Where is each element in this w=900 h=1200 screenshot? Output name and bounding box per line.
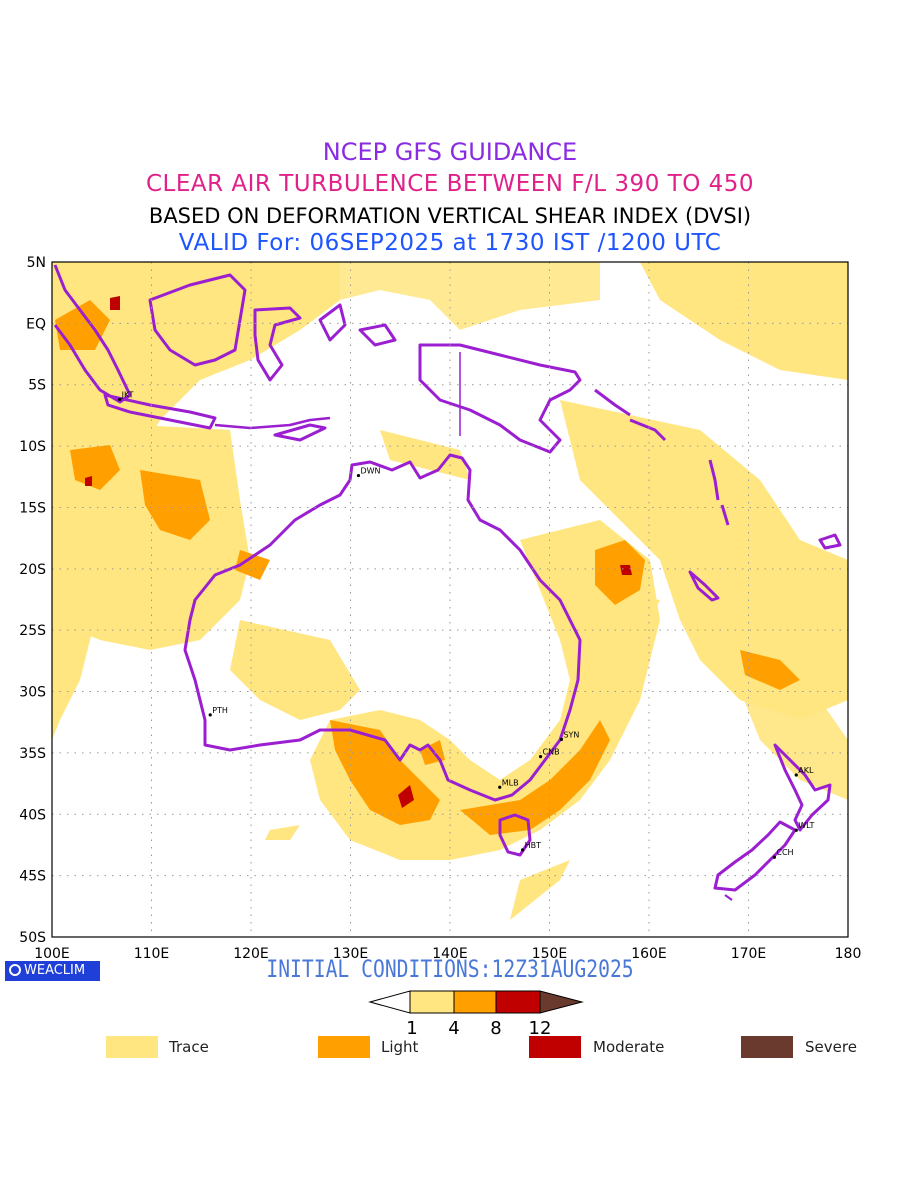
colorbar: 1 4 8 12 (368, 990, 584, 1038)
legend-swatch-severe (741, 1036, 793, 1058)
city-dot-cch (772, 855, 776, 859)
lon-tick-label: 150E (532, 946, 568, 960)
lon-tick-label: 120E (233, 946, 269, 960)
city-label-akl: AKL (798, 766, 814, 775)
city-label-cnb: CNB (543, 748, 560, 757)
city-dot-cnb (538, 754, 543, 759)
lon-tick-label: 100E (34, 946, 70, 960)
city-label-wlt: WLT (798, 821, 814, 830)
lon-tick-label: 130E (333, 946, 369, 960)
city-dot-hbt (521, 848, 525, 852)
legend-swatch-trace (106, 1036, 158, 1058)
city-dot-akl (794, 773, 798, 777)
city-dot-mlb (498, 785, 502, 789)
lon-tick-label: 110E (134, 946, 170, 960)
city-label-mlb: MLB (502, 778, 519, 787)
moderate-spots (85, 296, 632, 808)
colorbar-tick-1: 1 (406, 1018, 417, 1038)
valid-time-line: VALID For: 06SEP2025 at 1730 IST /1200 U… (178, 230, 722, 256)
lat-tick-label: EQ (26, 316, 46, 332)
city-dot-pth (208, 713, 212, 717)
city-label-hbt: HBT (525, 841, 542, 850)
legend-swatch-moderate (529, 1036, 581, 1058)
city-dot-syn (559, 737, 564, 742)
lon-tick-label: 170E (731, 946, 767, 960)
title-line-1: NCEP GFS GUIDANCE (322, 138, 578, 166)
globe-icon (9, 964, 21, 976)
lon-tick-label: 160E (631, 946, 667, 960)
city-label-pth: PTH (212, 706, 228, 715)
lat-tick-label: 5S (28, 378, 46, 394)
lat-tick-label: 5N (27, 255, 46, 271)
city-label-cch: CCH (776, 848, 793, 857)
initial-conditions: INITIAL CONDITIONS:12Z31AUG2025 (266, 955, 634, 983)
lat-tick-label: 25S (19, 623, 46, 639)
colorbar-tick-12: 12 (529, 1018, 552, 1038)
title-line-2: CLEAR AIR TURBULENCE BETWEEN F/L 390 TO … (145, 171, 755, 197)
lat-tick-label: 45S (19, 869, 46, 885)
colorbar-tick-8: 8 (490, 1018, 501, 1038)
city-dot-dwn (356, 473, 361, 478)
light-areas (55, 300, 800, 835)
city-dot-jkt (118, 397, 122, 402)
legend-label-severe: Severe (805, 1038, 857, 1056)
city-dot-wlt (794, 828, 798, 832)
coastlines (53, 264, 842, 901)
city-label-jkt: JKT (121, 390, 134, 399)
city-label-syn: SYN (563, 730, 579, 739)
lat-tick-label: 40S (19, 807, 46, 823)
lat-tick-label: 10S (19, 439, 46, 455)
legend-label-light: Light (381, 1038, 419, 1056)
legend-label-trace: Trace (169, 1038, 209, 1056)
lat-tick-label: 20S (19, 562, 46, 578)
title-line-3: BASED ON DEFORMATION VERTICAL SHEAR INDE… (148, 204, 752, 228)
weaclim-badge: WEACLIM (5, 961, 100, 981)
lon-tick-label: 180 (835, 946, 862, 960)
badge-label: WEACLIM (24, 963, 86, 978)
lon-tick-label: 140E (432, 946, 468, 960)
map-gridlines (52, 262, 848, 937)
legend-label-moderate: Moderate (593, 1038, 665, 1056)
colorbar-tick-4: 4 (448, 1018, 459, 1038)
city-label-dwn: DWN (360, 467, 380, 476)
legend-swatch-light (318, 1036, 370, 1058)
lat-tick-label: 50S (19, 930, 46, 946)
lat-tick-label: 15S (19, 500, 46, 516)
lat-tick-label: 30S (19, 685, 46, 701)
lat-tick-label: 35S (19, 746, 46, 762)
